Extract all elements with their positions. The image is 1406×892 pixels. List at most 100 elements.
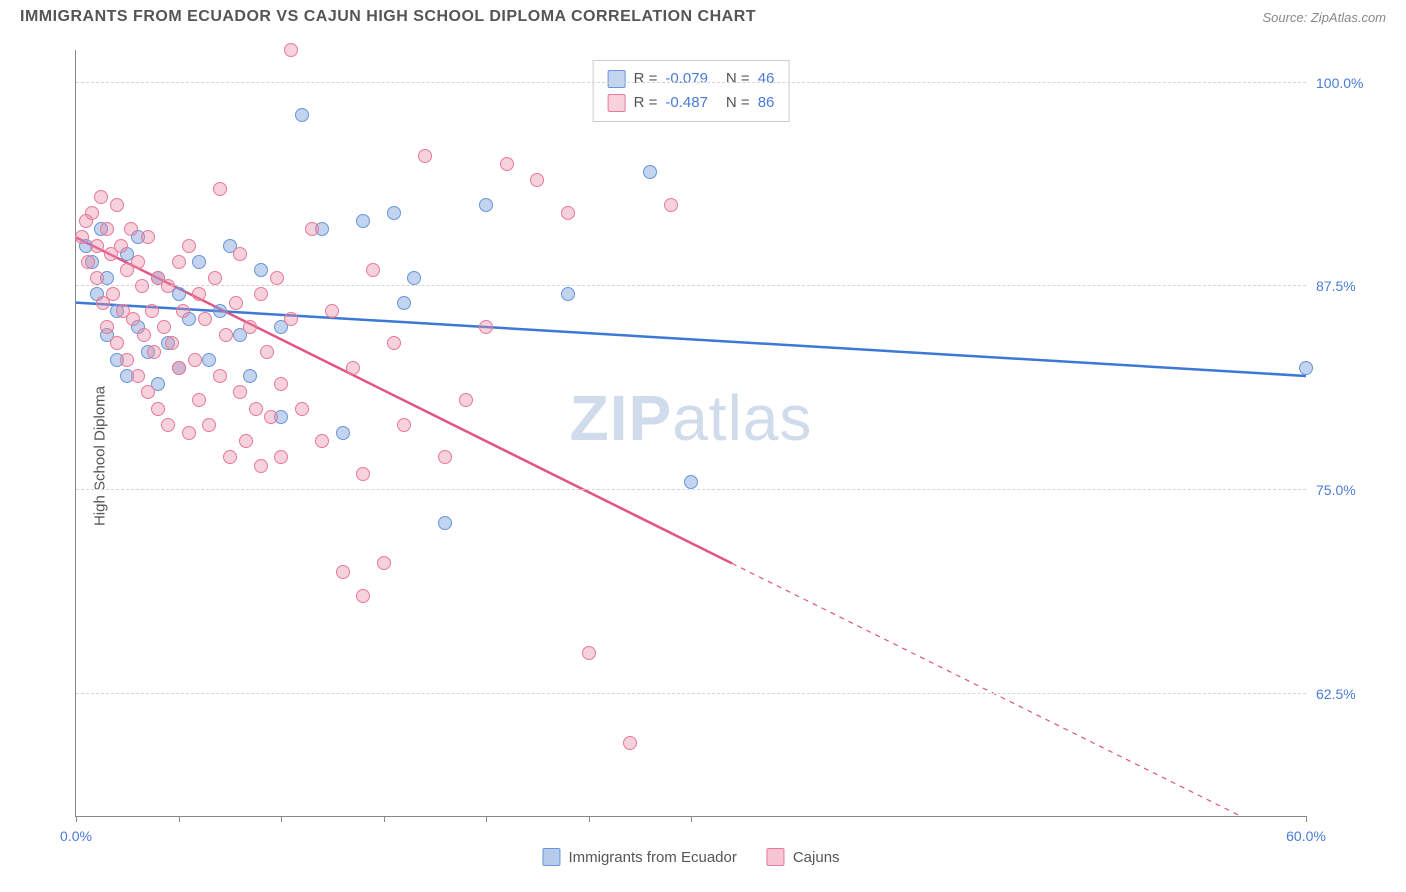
data-point: [131, 255, 145, 269]
data-point: [75, 230, 89, 244]
data-point: [141, 385, 155, 399]
plot-area: ZIPatlas R = -0.079N = 46R = -0.487N = 8…: [75, 50, 1306, 817]
data-point: [90, 239, 104, 253]
data-point: [260, 345, 274, 359]
x-tick-label: 60.0%: [1286, 828, 1326, 844]
data-point: [643, 165, 657, 179]
gridline-h: [76, 693, 1306, 694]
stat-r-value: -0.487: [665, 91, 708, 115]
data-point: [336, 426, 350, 440]
data-point: [500, 157, 514, 171]
data-point: [239, 434, 253, 448]
data-point: [233, 247, 247, 261]
data-point: [377, 556, 391, 570]
data-point: [438, 450, 452, 464]
stat-n-label: N =: [726, 67, 750, 91]
gridline-h: [76, 285, 1306, 286]
gridline-h: [76, 489, 1306, 490]
data-point: [243, 369, 257, 383]
x-tick: [486, 816, 487, 822]
data-point: [459, 393, 473, 407]
stat-n-label: N =: [726, 91, 750, 115]
data-point: [213, 182, 227, 196]
data-point: [124, 222, 138, 236]
y-tick-label: 75.0%: [1316, 482, 1376, 498]
y-tick-label: 87.5%: [1316, 278, 1376, 294]
data-point: [100, 320, 114, 334]
data-point: [223, 450, 237, 464]
data-point: [336, 565, 350, 579]
data-point: [81, 255, 95, 269]
data-point: [192, 287, 206, 301]
data-point: [192, 255, 206, 269]
data-point: [295, 402, 309, 416]
data-point: [254, 263, 268, 277]
legend-swatch: [608, 94, 626, 112]
data-point: [479, 320, 493, 334]
data-point: [198, 312, 212, 326]
data-point: [254, 459, 268, 473]
data-point: [346, 361, 360, 375]
stat-r-value: -0.079: [665, 67, 708, 91]
x-tick: [384, 816, 385, 822]
data-point: [100, 222, 114, 236]
data-point: [664, 198, 678, 212]
trend-line: [76, 303, 1306, 376]
data-point: [274, 377, 288, 391]
data-point: [623, 736, 637, 750]
data-point: [561, 287, 575, 301]
data-point: [530, 173, 544, 187]
x-tick: [589, 816, 590, 822]
data-point: [188, 353, 202, 367]
data-point: [315, 434, 329, 448]
data-point: [249, 402, 263, 416]
data-point: [582, 646, 596, 660]
chart-title: IMMIGRANTS FROM ECUADOR VS CAJUN HIGH SC…: [20, 8, 756, 26]
data-point: [172, 255, 186, 269]
data-point: [165, 336, 179, 350]
legend-swatch: [542, 848, 560, 866]
data-point: [219, 328, 233, 342]
data-point: [161, 418, 175, 432]
legend-label: Cajuns: [793, 849, 840, 866]
stat-n-value: 86: [758, 91, 775, 115]
data-point: [366, 263, 380, 277]
x-tick: [179, 816, 180, 822]
data-point: [85, 206, 99, 220]
data-point: [131, 369, 145, 383]
data-point: [684, 475, 698, 489]
data-point: [479, 198, 493, 212]
data-point: [147, 345, 161, 359]
stat-n-value: 46: [758, 67, 775, 91]
data-point: [274, 450, 288, 464]
legend-swatch: [767, 848, 785, 866]
stats-legend-box: R = -0.079N = 46R = -0.487N = 86: [593, 60, 790, 122]
data-point: [94, 190, 108, 204]
bottom-legend: Immigrants from EcuadorCajuns: [542, 848, 839, 866]
data-point: [325, 304, 339, 318]
x-tick-label: 0.0%: [60, 828, 92, 844]
data-point: [137, 328, 151, 342]
data-point: [120, 353, 134, 367]
data-point: [135, 279, 149, 293]
data-point: [305, 222, 319, 236]
data-point: [284, 312, 298, 326]
data-point: [161, 279, 175, 293]
data-point: [182, 239, 196, 253]
data-point: [90, 271, 104, 285]
trend-line-dashed: [732, 563, 1306, 816]
data-point: [151, 402, 165, 416]
chart-source: Source: ZipAtlas.com: [1262, 10, 1386, 25]
data-point: [157, 320, 171, 334]
stats-row: R = -0.487N = 86: [608, 91, 775, 115]
data-point: [213, 304, 227, 318]
trend-lines-svg: [76, 50, 1306, 816]
data-point: [233, 385, 247, 399]
data-point: [141, 230, 155, 244]
x-tick: [1306, 816, 1307, 822]
data-point: [356, 214, 370, 228]
data-point: [229, 296, 243, 310]
data-point: [397, 418, 411, 432]
data-point: [110, 336, 124, 350]
x-tick: [281, 816, 282, 822]
